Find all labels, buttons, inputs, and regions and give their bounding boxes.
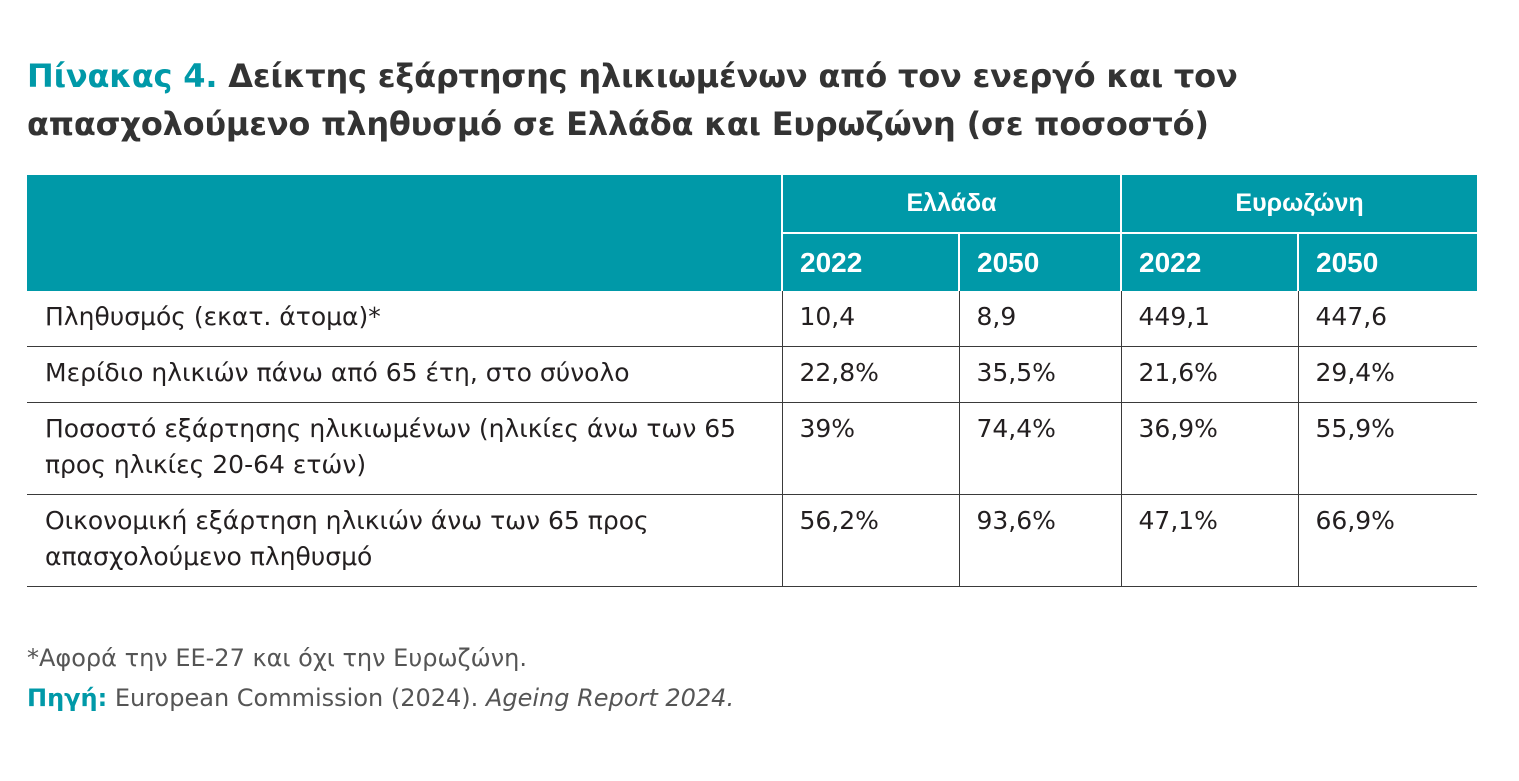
year-header: 2022 [781,233,959,291]
row-label: Οικονομική εξάρτηση ηλικιών άνω των 65 π… [27,494,782,587]
table-cell: 447,6 [1297,291,1478,347]
header-row-years: 2022 2050 2022 2050 [27,233,1478,291]
table-cell: 74,4% [958,402,1122,495]
header-row-groups: Ελλάδα Ευρωζώνη [27,175,1478,291]
table-cell: 10,4 [781,291,959,347]
table-cell: 35,5% [958,346,1122,403]
footnote: *Αφορά την ΕΕ-27 και όχι την Ευρωζώνη. [27,644,527,672]
row-label: Μερίδιο ηλικιών πάνω από 65 έτη, στο σύν… [27,346,782,403]
year-header: 2022 [1120,233,1299,291]
source-line: Πηγή: European Commission (2024). Ageing… [27,680,734,716]
year-header: 2050 [957,233,1122,291]
table-row: Ποσοστό εξάρτησης ηλικιωμένων (ηλικίες ά… [27,402,1478,495]
row-label: Ποσοστό εξάρτησης ηλικιωμένων (ηλικίες ά… [27,402,782,495]
table-title-text: Δείκτης εξάρτησης ηλικιωμένων από τον εν… [27,57,1238,143]
header-corner-cell [27,175,782,291]
table-cell: 39% [781,402,959,495]
group-header-eurozone: Ευρωζώνη [1120,175,1478,234]
year-header: 2050 [1297,233,1478,291]
table-cell: 36,9% [1120,402,1299,495]
page-title: Πίνακας 4. Δείκτης εξάρτησης ηλικιωμένων… [27,52,1497,148]
table-number-label: Πίνακας 4. [27,57,218,95]
source-text: European Commission (2024). [114,684,479,712]
table-cell: 55,9% [1297,402,1478,495]
table-cell: 66,9% [1297,494,1478,587]
table-row: Πληθυσμός (εκατ. άτομα)* 10,4 8,9 449,1 … [27,291,1478,347]
table-cell: 21,6% [1120,346,1299,403]
table-cell: 29,4% [1297,346,1478,403]
table-cell: 93,6% [958,494,1122,587]
table-body: Πληθυσμός (εκατ. άτομα)* 10,4 8,9 449,1 … [27,291,1478,587]
table-cell: 8,9 [958,291,1122,347]
table-cell: 47,1% [1120,494,1299,587]
source-label: Πηγή: [27,684,108,712]
table-header: Ελλάδα Ευρωζώνη 2022 2050 2022 2050 [27,175,1478,291]
row-label: Πληθυσμός (εκατ. άτομα)* [27,291,782,347]
data-table: Ελλάδα Ευρωζώνη 2022 2050 2022 2050 Πληθ… [27,175,1478,587]
source-report-title: Ageing Report 2024. [485,684,735,712]
table-row: Οικονομική εξάρτηση ηλικιών άνω των 65 π… [27,494,1478,587]
table-cell: 56,2% [781,494,959,587]
table-cell: 22,8% [781,346,959,403]
table-cell: 449,1 [1120,291,1299,347]
group-header-greece: Ελλάδα [780,175,1122,234]
table-row: Μερίδιο ηλικιών πάνω από 65 έτη, στο σύν… [27,346,1478,403]
